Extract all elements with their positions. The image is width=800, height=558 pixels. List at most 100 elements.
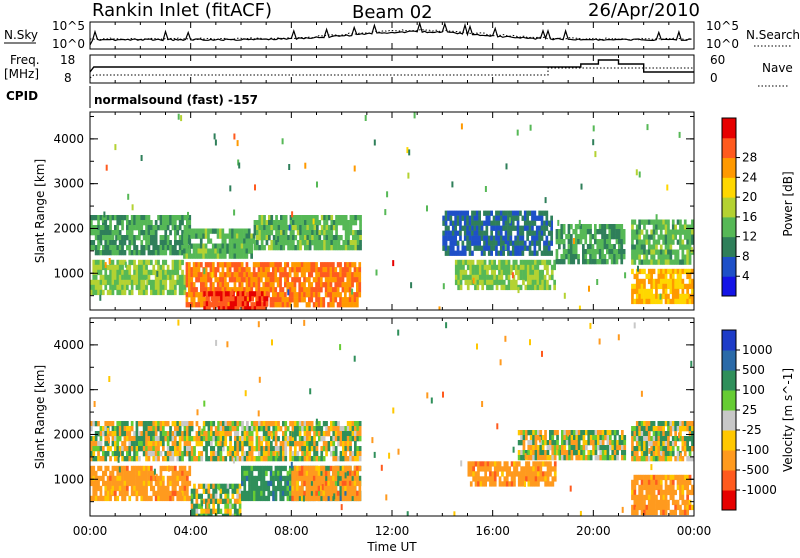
heatmap-cell xyxy=(186,431,189,436)
heatmap-cell xyxy=(277,267,280,272)
heatmap-cell xyxy=(277,486,280,491)
heatmap-cell xyxy=(109,258,111,264)
y-tick-label: 1000 xyxy=(53,266,84,280)
heatmap-cell xyxy=(297,220,300,225)
heatmap-cell xyxy=(116,260,119,265)
heatmap-cell xyxy=(460,280,463,285)
heatmap-cell xyxy=(508,471,511,476)
heatmap-cell xyxy=(179,441,182,446)
heatmap-cell xyxy=(527,280,530,285)
heatmap-cell xyxy=(284,446,287,451)
heatmap-cell xyxy=(686,294,689,299)
heatmap-cell xyxy=(215,484,218,489)
heatmap-cell xyxy=(308,491,311,496)
heatmap-cell xyxy=(634,490,637,495)
heatmap-cell xyxy=(294,272,297,277)
heatmap-cell xyxy=(262,267,265,272)
heatmap-cell xyxy=(172,245,175,250)
heatmap-cell xyxy=(143,290,146,295)
heatmap-cell xyxy=(346,267,349,272)
heatmap-cell xyxy=(251,441,254,446)
heatmap-cell xyxy=(359,215,362,220)
heatmap-cell xyxy=(279,297,282,302)
heatmap-cell xyxy=(322,267,325,272)
heatmap-cell xyxy=(208,431,211,436)
heatmap-cell xyxy=(294,466,297,471)
heatmap-cell xyxy=(318,292,321,297)
heatmap-cell xyxy=(152,486,155,491)
heatmap-cell xyxy=(551,275,554,280)
heatmap-cell xyxy=(224,456,227,461)
heatmap-cell xyxy=(249,306,252,311)
heatmap-cell xyxy=(217,234,220,239)
heatmap-cell xyxy=(200,509,203,514)
heatmap-cell xyxy=(346,297,349,302)
heatmap-cell xyxy=(451,181,453,187)
heatmap-cell xyxy=(272,272,275,277)
heatmap-cell xyxy=(104,466,107,471)
heatmap-cell xyxy=(203,268,205,274)
heatmap-cell xyxy=(193,229,196,234)
heatmap-cell xyxy=(682,456,685,461)
heatmap-cell xyxy=(347,235,350,240)
heatmap-cell xyxy=(536,231,539,236)
heatmap-cell xyxy=(186,282,189,287)
heatmap-cell xyxy=(143,496,146,501)
heatmap-cell xyxy=(529,251,532,256)
heatmap-cell xyxy=(92,441,95,446)
heatmap-cell xyxy=(466,246,469,251)
heatmap-cell xyxy=(250,234,253,239)
heatmap-cell xyxy=(347,486,350,491)
heatmap-cell xyxy=(133,456,136,461)
heatmap-cell xyxy=(280,235,283,240)
heatmap-cell xyxy=(179,245,182,250)
heatmap-cell xyxy=(549,260,552,265)
heatmap-cell xyxy=(174,225,177,230)
heatmap-cell xyxy=(634,451,637,456)
heatmap-cell xyxy=(339,262,342,267)
heatmap-cell xyxy=(318,302,321,307)
heatmap-cell xyxy=(602,455,605,460)
heatmap-cell xyxy=(638,245,641,250)
heatmap-cell xyxy=(181,466,184,471)
heatmap-cell xyxy=(650,245,653,250)
heatmap-cell xyxy=(682,279,685,284)
heatmap-cell xyxy=(325,441,328,446)
heatmap-cell xyxy=(665,446,668,451)
heatmap-cell xyxy=(97,456,100,461)
heatmap-cell xyxy=(191,436,194,441)
heatmap-cell xyxy=(646,456,649,461)
heatmap-cell xyxy=(646,451,649,456)
heatmap-cell xyxy=(613,259,616,264)
heatmap-cell xyxy=(174,421,177,426)
heatmap-cell xyxy=(587,450,590,455)
heatmap-cell xyxy=(155,235,158,240)
heatmap-cell xyxy=(338,235,341,240)
heatmap-cell xyxy=(325,481,328,486)
heatmap-cell xyxy=(270,282,273,287)
heatmap-cell xyxy=(461,123,463,129)
heatmap-cell xyxy=(357,245,360,250)
heatmap-cell xyxy=(537,275,540,280)
heatmap-cell xyxy=(667,441,670,446)
heatmap-cell xyxy=(540,476,543,481)
heatmap-cell xyxy=(239,291,242,296)
heatmap-cell xyxy=(519,251,522,256)
heatmap-cell xyxy=(691,446,694,451)
heatmap-cell xyxy=(643,225,646,230)
heatmap-cell xyxy=(193,509,196,514)
heatmap-cell xyxy=(354,466,357,471)
heatmap-cell xyxy=(95,245,98,250)
heatmap-cell xyxy=(571,435,574,440)
heatmap-cell xyxy=(239,489,242,494)
heatmap-cell xyxy=(327,481,330,486)
heatmap-cell xyxy=(234,441,237,446)
heatmap-cell xyxy=(339,267,342,272)
heatmap-cell xyxy=(174,441,177,446)
heatmap-cell xyxy=(518,450,521,455)
heatmap-cell xyxy=(354,166,356,172)
heatmap-cell xyxy=(116,476,119,481)
heatmap-cell xyxy=(179,290,182,295)
heatmap-cell xyxy=(100,476,103,481)
heatmap-cell xyxy=(150,270,153,275)
